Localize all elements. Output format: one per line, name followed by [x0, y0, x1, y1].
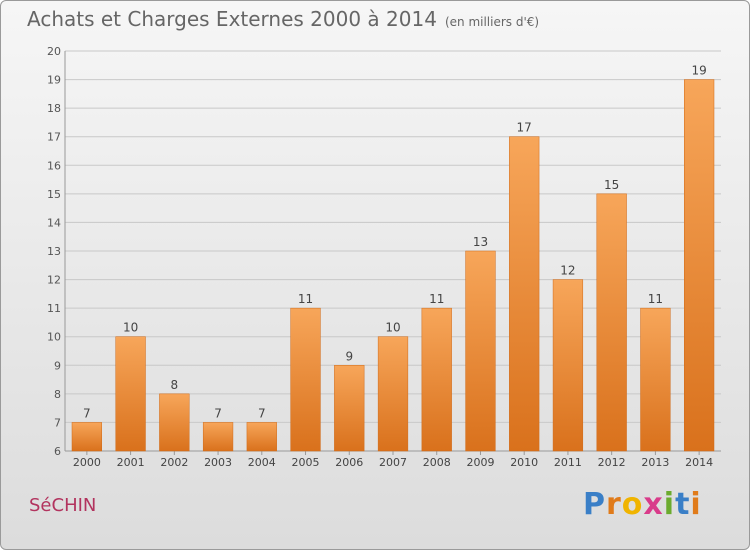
bar-value-label: 7: [83, 406, 91, 420]
bar-value-label: 7: [258, 406, 266, 420]
proxiti-logo[interactable]: Proxiti: [583, 487, 702, 522]
y-tick-label: 8: [54, 388, 61, 401]
y-tick-label: 16: [47, 159, 61, 172]
y-tick-label: 19: [47, 74, 61, 87]
bar-value-label: 10: [385, 321, 400, 335]
logo-letter: i: [663, 487, 676, 522]
bar-2014: [684, 79, 715, 452]
bar-2013: [640, 307, 671, 452]
bar-2011: [552, 279, 584, 452]
bar-layer: [71, 79, 715, 452]
bar-2006: [334, 365, 365, 452]
bar-2004: [246, 422, 277, 452]
x-tick-label: 2013: [641, 456, 669, 469]
logo-letter: P: [583, 487, 606, 522]
x-tick-label: 2005: [292, 456, 320, 469]
bar-value-label: 11: [298, 292, 313, 306]
bar-2008: [421, 307, 452, 452]
y-tick-label: 10: [47, 331, 61, 344]
y-tick-label: 9: [54, 359, 61, 372]
y-tick-label: 11: [47, 302, 61, 315]
y-tick-label: 7: [54, 416, 61, 429]
bar-2003: [202, 422, 234, 452]
x-tick-label: 2006: [335, 456, 363, 469]
x-tick-label: 2003: [204, 456, 232, 469]
bar-value-label: 17: [517, 121, 532, 135]
bar-2009: [465, 250, 496, 452]
y-tick-label: 6: [54, 445, 61, 458]
logo-letter: r: [606, 487, 622, 522]
y-tick-label: 18: [47, 102, 61, 115]
bar-value-label: 11: [648, 292, 663, 306]
bar-2010: [509, 136, 540, 452]
chart-title: Achats et Charges Externes 2000 à 2014 (e…: [27, 7, 539, 31]
y-tick-label: 12: [47, 274, 61, 287]
y-tick-label: 13: [47, 245, 61, 258]
x-tick-label: 2012: [598, 456, 626, 469]
bar-2001: [115, 336, 146, 452]
y-tick-label: 15: [47, 188, 61, 201]
chart-title-text: Achats et Charges Externes 2000 à 2014: [27, 7, 437, 31]
bar-value-label: 7: [214, 406, 222, 420]
bar-value-label: 8: [171, 378, 179, 392]
bar-value-label: 13: [473, 235, 488, 249]
x-tick-label: 2011: [554, 456, 582, 469]
x-tick-label: 2001: [117, 456, 145, 469]
chart-unit-label: (en milliers d'€): [444, 15, 540, 29]
y-tick-label: 14: [47, 216, 61, 229]
bar-value-label: 10: [123, 321, 138, 335]
bar-2000: [71, 422, 102, 452]
bar-value-label: 15: [604, 178, 619, 192]
x-tick-label: 2004: [248, 456, 276, 469]
logo-letter: o: [621, 487, 644, 522]
logo-letter: x: [643, 487, 664, 522]
x-tick-label: 2002: [160, 456, 188, 469]
y-tick-label: 17: [47, 131, 61, 144]
commune-name: SéCHIN: [29, 495, 97, 516]
bar-2012: [596, 193, 627, 452]
x-tick-label: 2007: [379, 456, 407, 469]
x-tick-label: 2008: [423, 456, 451, 469]
logo-letter: t: [675, 487, 691, 522]
bar-2002: [159, 393, 190, 452]
x-tick-label: 2000: [73, 456, 101, 469]
bar-value-label: 9: [345, 349, 353, 363]
x-tick-label: 2014: [685, 456, 713, 469]
x-tick-label: 2009: [466, 456, 494, 469]
x-tick-label: 2010: [510, 456, 538, 469]
bar-2005: [290, 307, 321, 452]
bar-value-label: 19: [691, 64, 706, 78]
logo-letter: i: [690, 487, 702, 522]
bar-2007: [377, 336, 409, 452]
y-tick-label: 20: [47, 45, 61, 58]
label-layer: 7 10 8 7 7 11 9 10 11 13 17 12 15 11 19: [83, 64, 707, 421]
bar-value-label: 12: [560, 264, 575, 278]
bar-value-label: 11: [429, 292, 444, 306]
